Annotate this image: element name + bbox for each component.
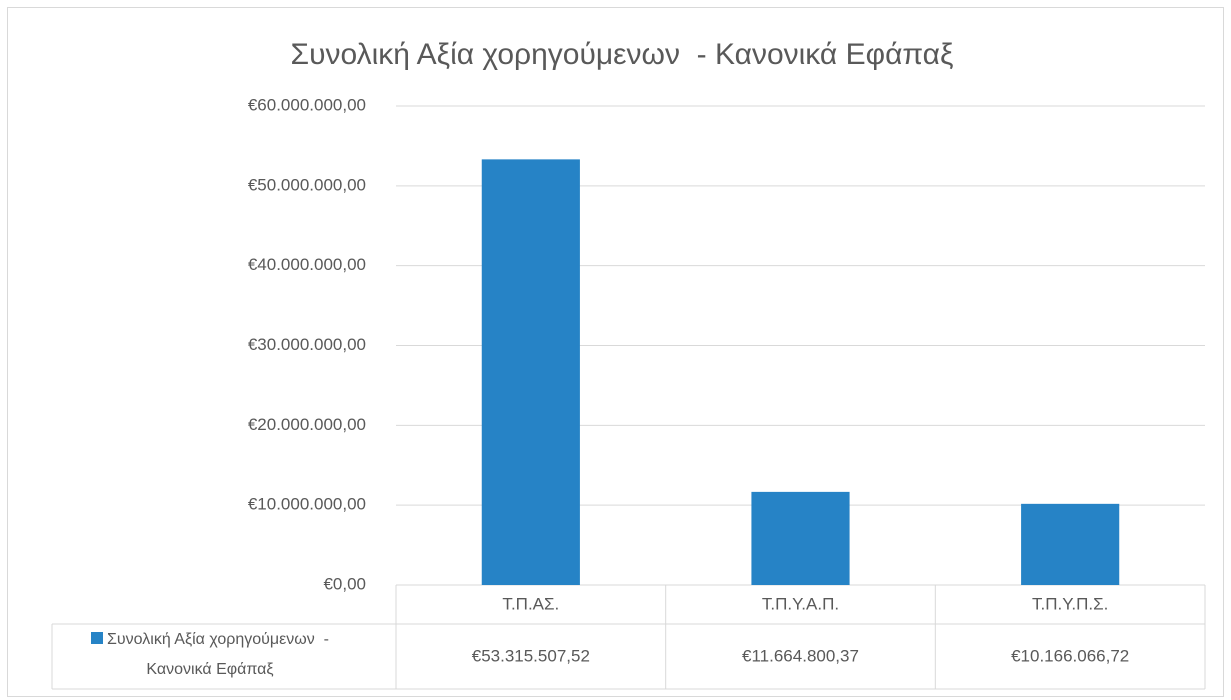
legend-entry: Συνολική Αξία χορηγούμενων - Κανονικά Εφ…: [60, 625, 360, 685]
y-tick-label: €30.000.000,00: [248, 335, 366, 354]
table-value: €53.315.507,52: [472, 646, 590, 665]
y-tick-label: €10.000.000,00: [248, 495, 366, 514]
bar: [481, 159, 580, 585]
y-tick-label: €60.000.000,00: [248, 95, 366, 114]
x-tick-label: Τ.Π.ΑΣ.: [502, 594, 559, 613]
y-tick-label: €50.000.000,00: [248, 175, 366, 194]
table-value: €10.166.066,72: [1011, 646, 1129, 665]
y-tick-label: €40.000.000,00: [248, 255, 366, 274]
chart-title: Συνολική Αξία χορηγούμενων - Κανονικά Εφ…: [291, 38, 954, 71]
legend-swatch: [91, 632, 104, 644]
x-tick-label: Τ.Π.Υ.Α.Π.: [762, 594, 839, 613]
y-tick-label: €0,00: [323, 574, 366, 593]
bar: [1021, 503, 1120, 585]
x-tick-label: Τ.Π.Υ.Π.Σ.: [1032, 594, 1108, 613]
table-value: €11.664.800,37: [742, 646, 859, 665]
legend-label: Συνολική Αξία χορηγούμενων - Κανονικά Εφ…: [107, 631, 334, 678]
y-tick-label: €20.000.000,00: [248, 415, 366, 434]
chart-border: [7, 7, 1224, 697]
bar: [751, 491, 850, 585]
